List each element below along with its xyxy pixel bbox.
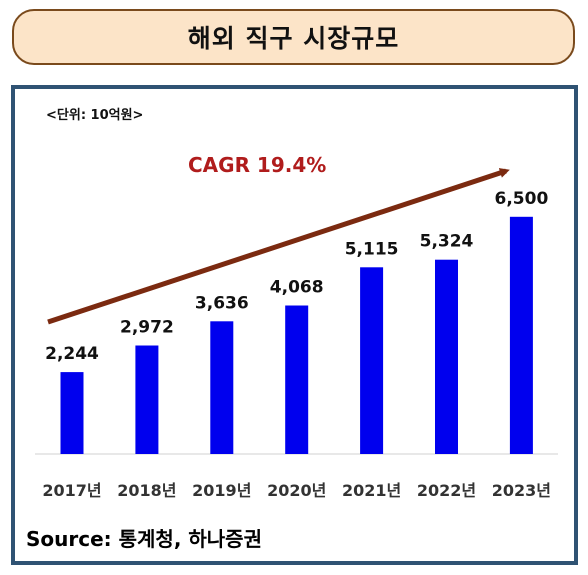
- bar-2018: [135, 345, 159, 454]
- bar-2020: [285, 305, 309, 454]
- value-label: 4,068: [270, 278, 324, 298]
- value-label: 3,636: [195, 293, 249, 313]
- page-title: 해외 직구 시장규모: [187, 24, 400, 53]
- bar-2019: [210, 321, 234, 454]
- source-note: Source: 통계청, 하나증권: [26, 527, 262, 551]
- value-label: 2,244: [45, 344, 99, 364]
- unit-label: <단위: 10억원>: [46, 107, 143, 123]
- value-label: 5,324: [420, 232, 474, 252]
- x-tick-label: 2022년: [417, 481, 476, 500]
- cagr-trend-arrow: [47, 168, 510, 325]
- title-banner: 해외 직구 시장규모: [12, 9, 575, 65]
- bar-2022: [435, 259, 458, 454]
- value-label: 2,972: [120, 318, 174, 338]
- value-label: 5,115: [345, 239, 399, 259]
- x-tick-label: 2020년: [267, 481, 326, 500]
- x-tick-label: 2021년: [342, 481, 401, 500]
- x-tick-label: 2019년: [192, 481, 251, 500]
- bars-layer: 2,244 2017년 2,972 2018년 3,636 2019년 4,068 2020년…: [42, 189, 551, 500]
- bar-2023: [509, 216, 533, 454]
- bar-2021: [360, 267, 384, 454]
- x-tick-label: 2017년: [42, 481, 101, 500]
- bar-2017: [60, 372, 84, 454]
- x-tick-label: 2018년: [117, 481, 176, 500]
- value-label: 6,500: [495, 189, 549, 209]
- x-tick-label: 2023년: [492, 481, 551, 500]
- cagr-annotation: CAGR 19.4%: [188, 153, 326, 177]
